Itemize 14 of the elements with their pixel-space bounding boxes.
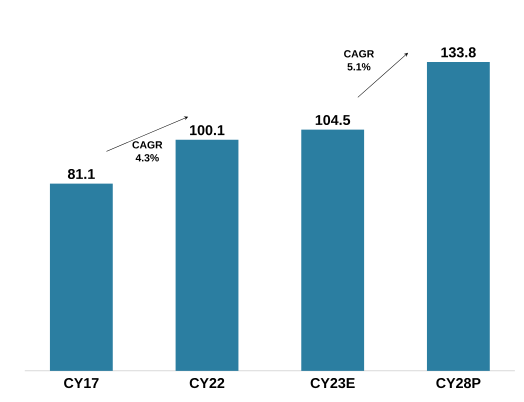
bar	[301, 130, 364, 371]
bar	[426, 62, 490, 371]
bar	[176, 140, 238, 371]
bar	[50, 184, 113, 371]
x-tick-label: CY28P	[436, 378, 480, 388]
data-label: 104.5	[316, 114, 350, 126]
data-label: 81.1	[68, 168, 95, 180]
x-tick-label: CY17	[64, 378, 99, 388]
x-tick-label: CY22	[190, 378, 224, 388]
annotation: CAGR 5.1%	[344, 50, 374, 70]
annotation: CAGR 4.3%	[132, 141, 162, 162]
x-tick-label: CY23E	[310, 378, 355, 388]
data-label: 133.8	[441, 47, 476, 58]
data-label: 100.1	[190, 125, 224, 136]
